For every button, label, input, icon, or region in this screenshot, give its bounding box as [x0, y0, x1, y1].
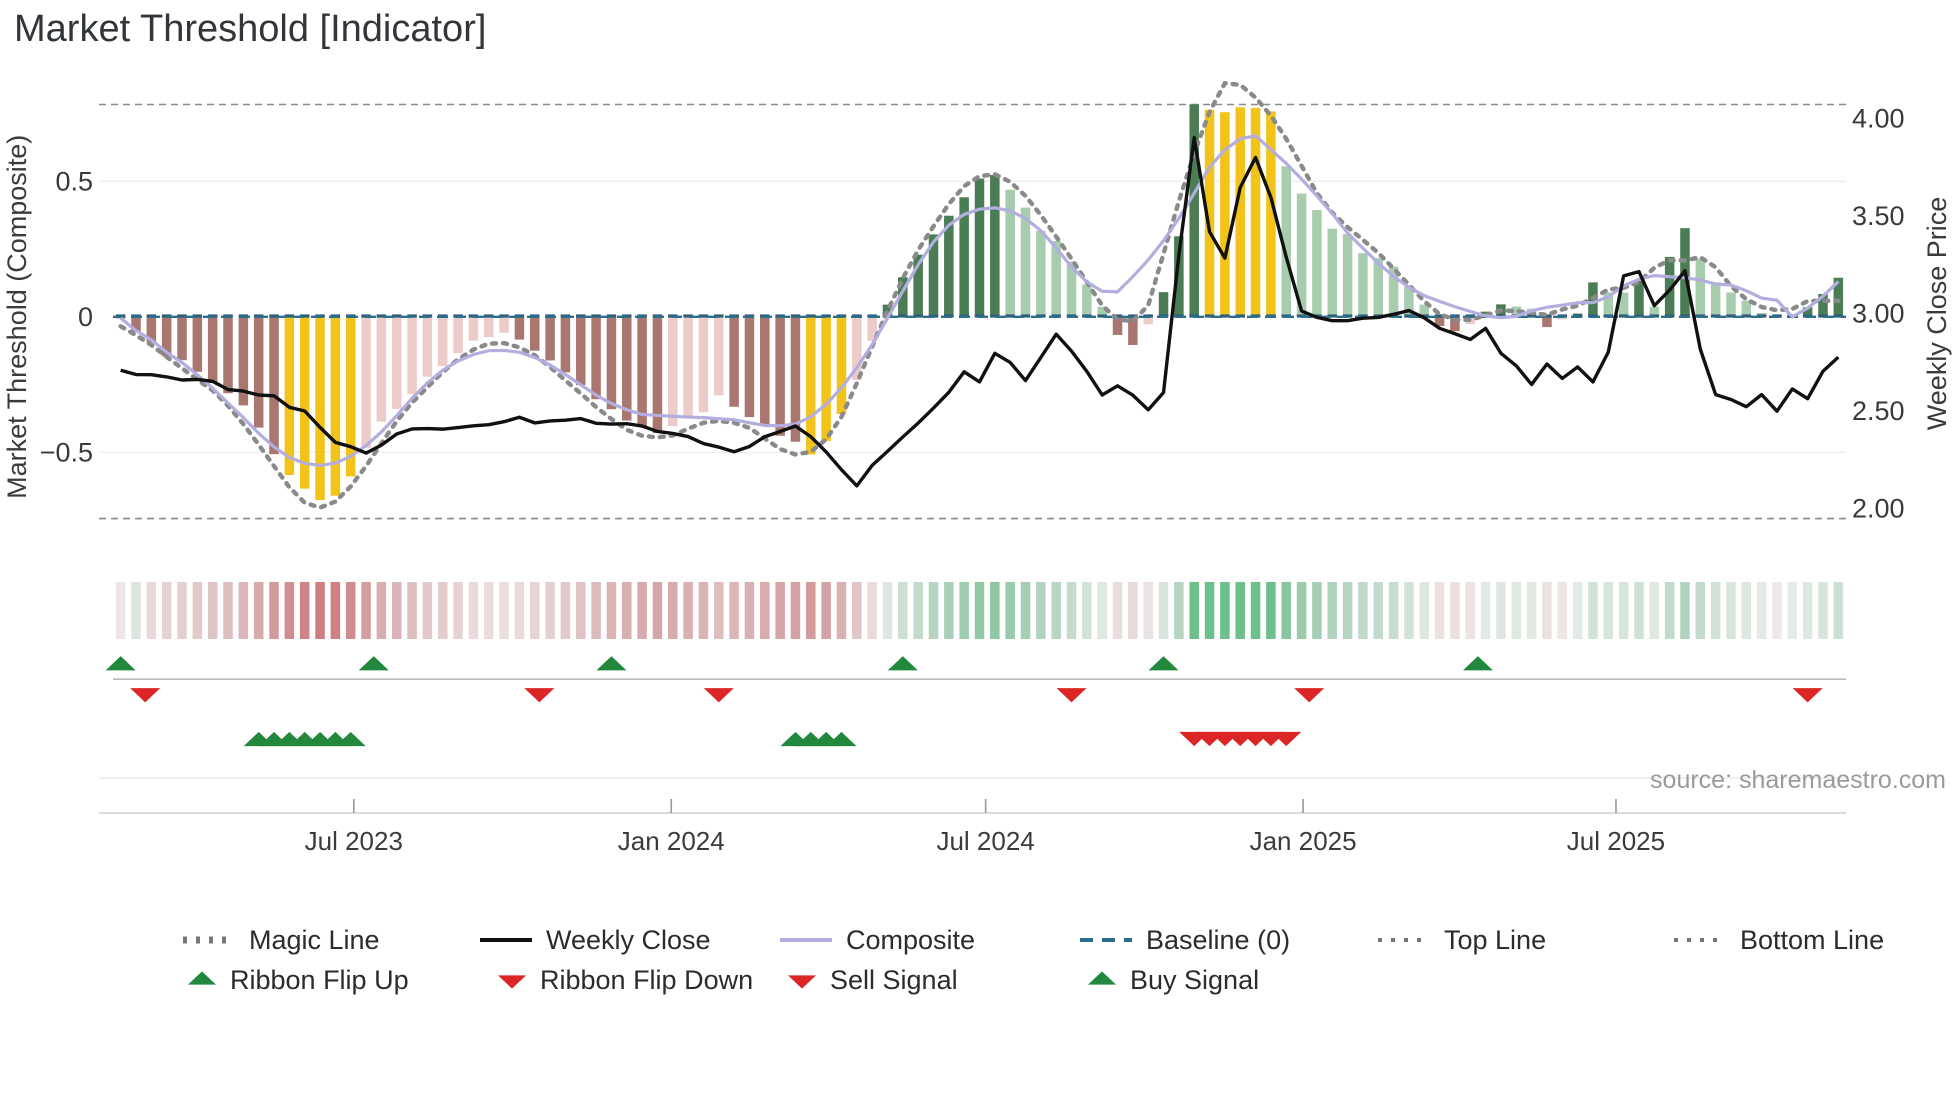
svg-text:Sell Signal: Sell Signal — [830, 965, 958, 995]
svg-text:Weekly Close Price: Weekly Close Price — [1922, 197, 1952, 431]
svg-text:Jul 2025: Jul 2025 — [1567, 826, 1665, 856]
svg-text:Weekly Close: Weekly Close — [546, 925, 711, 955]
svg-text:Buy Signal: Buy Signal — [1130, 965, 1259, 995]
svg-text:3.00: 3.00 — [1852, 299, 1905, 329]
svg-text:Jan 2024: Jan 2024 — [618, 826, 725, 856]
svg-text:Magic Line: Magic Line — [249, 925, 380, 955]
svg-text:Composite: Composite — [846, 925, 975, 955]
svg-text:Bottom Line: Bottom Line — [1740, 925, 1884, 955]
svg-text:4.00: 4.00 — [1852, 104, 1905, 134]
svg-text:2.50: 2.50 — [1852, 396, 1905, 426]
svg-text:source: sharemaestro.com: source: sharemaestro.com — [1650, 766, 1946, 794]
svg-text:Ribbon Flip Down: Ribbon Flip Down — [540, 965, 753, 995]
svg-text:Top Line: Top Line — [1444, 925, 1546, 955]
svg-text:Baseline (0): Baseline (0) — [1146, 925, 1290, 955]
svg-text:0: 0 — [78, 302, 93, 332]
svg-text:Ribbon Flip Up: Ribbon Flip Up — [230, 965, 409, 995]
svg-text:Jul 2024: Jul 2024 — [936, 826, 1034, 856]
svg-text:3.50: 3.50 — [1852, 201, 1905, 231]
svg-text:Jul 2023: Jul 2023 — [305, 826, 403, 856]
svg-text:Jan 2025: Jan 2025 — [1250, 826, 1357, 856]
svg-text:0.5: 0.5 — [55, 166, 93, 196]
svg-text:Market Threshold (Composite): Market Threshold (Composite) — [2, 135, 32, 499]
svg-text:2.00: 2.00 — [1852, 494, 1905, 524]
svg-text:−0.5: −0.5 — [40, 437, 93, 467]
